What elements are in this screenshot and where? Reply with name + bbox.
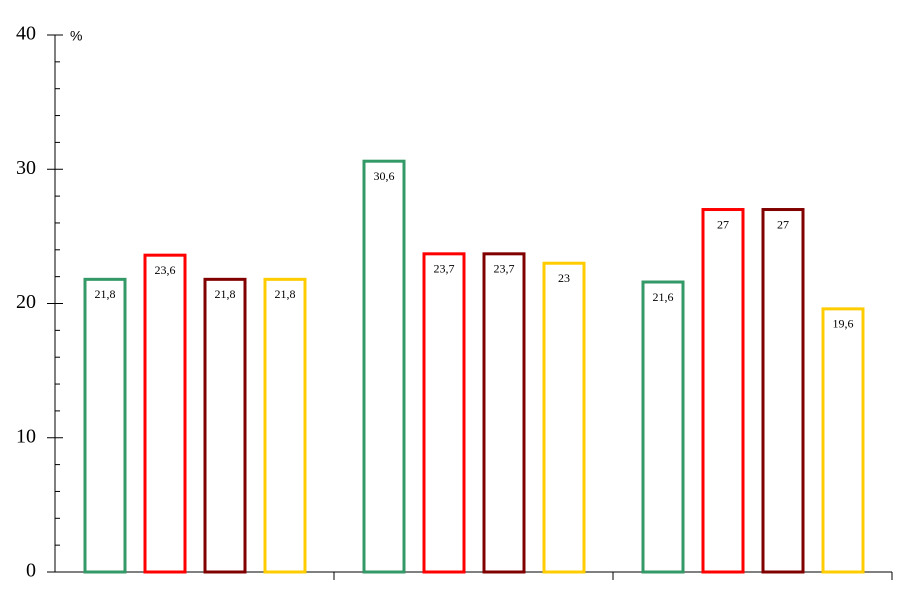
y-tick-label: 10 bbox=[16, 425, 36, 447]
bar bbox=[542, 261, 586, 574]
y-tick-label: 30 bbox=[16, 157, 36, 179]
value-label: 21,6 bbox=[653, 290, 674, 304]
y-tick-label: 0 bbox=[26, 560, 36, 582]
value-label: 27 bbox=[777, 217, 789, 231]
value-label: 23 bbox=[558, 271, 570, 285]
bar bbox=[422, 252, 466, 574]
value-label: 21,8 bbox=[275, 287, 296, 301]
value-label: 23,7 bbox=[494, 262, 515, 276]
bar bbox=[263, 277, 307, 574]
value-label: 21,8 bbox=[215, 287, 236, 301]
bar bbox=[641, 280, 685, 574]
bar bbox=[203, 277, 247, 574]
bar bbox=[143, 253, 187, 574]
bar bbox=[761, 208, 805, 574]
y-tick-label: 20 bbox=[16, 291, 36, 313]
bar bbox=[362, 159, 406, 574]
bar bbox=[482, 252, 526, 574]
value-label: 27 bbox=[717, 217, 729, 231]
y-axis-label: % bbox=[70, 28, 82, 44]
bar bbox=[701, 208, 745, 574]
value-label: 30,6 bbox=[374, 169, 395, 183]
value-label: 19,6 bbox=[833, 317, 854, 331]
value-label: 21,8 bbox=[95, 287, 116, 301]
bar bbox=[821, 307, 865, 574]
bar bbox=[83, 277, 127, 574]
value-label: 23,7 bbox=[434, 262, 455, 276]
y-tick-label: 40 bbox=[16, 23, 36, 45]
value-label: 23,6 bbox=[155, 263, 176, 277]
